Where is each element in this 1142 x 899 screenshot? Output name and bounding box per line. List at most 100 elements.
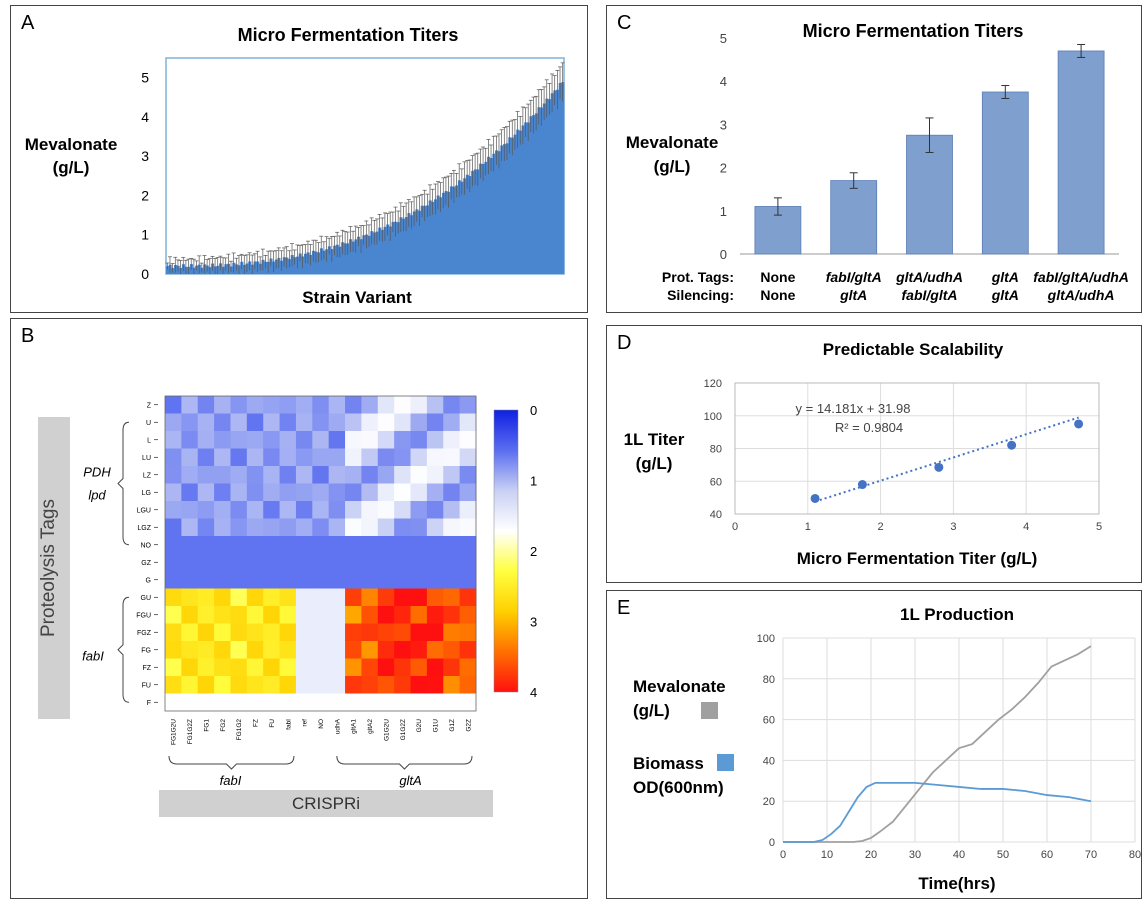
heatmap-cell bbox=[165, 396, 182, 414]
heatmap-cell bbox=[263, 466, 281, 484]
heatmap-cell bbox=[312, 396, 330, 414]
bar bbox=[540, 107, 544, 274]
bar bbox=[412, 211, 416, 274]
chart-title: Micro Fermentation Titers bbox=[238, 25, 459, 45]
heatmap-cell bbox=[295, 396, 313, 414]
bar bbox=[402, 218, 406, 274]
series-line bbox=[783, 645, 1092, 843]
bar bbox=[319, 248, 323, 274]
legend-swatch bbox=[701, 702, 718, 719]
heatmap-cell bbox=[214, 536, 231, 554]
panel-letter: B bbox=[21, 325, 35, 347]
data-point bbox=[810, 493, 820, 503]
heatmap-cell bbox=[377, 623, 395, 642]
y-tick-label: 5 bbox=[141, 70, 149, 86]
heatmap-cell bbox=[459, 676, 477, 694]
heatmap-cell bbox=[426, 501, 444, 519]
bar bbox=[561, 82, 565, 274]
bar bbox=[386, 224, 390, 274]
heatmap-cell bbox=[214, 623, 231, 642]
heatmap-cell bbox=[459, 571, 477, 589]
heatmap-cell bbox=[459, 483, 477, 502]
heatmap-cell bbox=[410, 466, 428, 484]
prot-tag-label: None bbox=[760, 269, 795, 285]
bar bbox=[508, 137, 512, 274]
row-label: L bbox=[147, 437, 151, 444]
chart-title: Micro Fermentation Titers bbox=[803, 21, 1024, 41]
heatmap-cell bbox=[394, 658, 412, 677]
heatmap-cell bbox=[312, 571, 330, 589]
heatmap-cell bbox=[410, 676, 428, 694]
heatmap-cell bbox=[230, 588, 248, 607]
heatmap-cell bbox=[279, 518, 297, 537]
y-tick-label: 60 bbox=[710, 476, 722, 488]
heatmap-cell bbox=[263, 431, 281, 449]
heatmap-cell bbox=[443, 518, 461, 537]
heatmap-cell bbox=[345, 658, 362, 677]
heatmap-cell bbox=[361, 448, 379, 467]
heatmap-cell bbox=[181, 553, 199, 572]
heatmap-cell bbox=[279, 396, 297, 414]
heatmap-cell bbox=[377, 413, 395, 432]
heatmap-cell bbox=[197, 448, 215, 467]
prot-tag-label: fabI/gltA bbox=[826, 269, 882, 285]
heatmap-cell bbox=[394, 483, 412, 502]
heatmap-cell bbox=[230, 483, 248, 502]
heatmap-cell bbox=[279, 571, 297, 589]
row-label: U bbox=[146, 420, 151, 427]
heatmap-cell bbox=[246, 396, 264, 414]
heatmap-cell bbox=[394, 588, 412, 607]
y-axis-label: Mevalonate bbox=[25, 135, 118, 154]
heatmap-cell bbox=[295, 606, 313, 624]
heatmap-cell bbox=[295, 536, 313, 554]
y-tick-label: 0 bbox=[141, 266, 149, 282]
heatmap-cell bbox=[295, 676, 313, 694]
heatmap-cell bbox=[426, 676, 444, 694]
col-label: G1U bbox=[433, 719, 440, 733]
bar bbox=[407, 213, 411, 274]
heatmap-cell bbox=[361, 693, 379, 712]
bar bbox=[489, 158, 493, 274]
heatmap-cell bbox=[181, 448, 199, 467]
colorbar-tick-label: 0 bbox=[530, 403, 537, 418]
y-axis-label: (g/L) bbox=[53, 158, 90, 177]
bar bbox=[354, 239, 358, 274]
heatmap-cell bbox=[295, 466, 313, 484]
heatmap-cell bbox=[361, 466, 379, 484]
heatmap-cell bbox=[295, 431, 313, 449]
bar bbox=[317, 252, 321, 274]
heatmap-cell bbox=[459, 448, 477, 467]
heatmap-cell bbox=[230, 536, 248, 554]
heatmap-cell bbox=[181, 396, 199, 414]
heatmap-cell bbox=[426, 483, 444, 502]
heatmap-cell bbox=[214, 431, 231, 449]
heatmap-cell bbox=[345, 606, 362, 624]
heatmap-cell bbox=[197, 606, 215, 624]
heatmap-cell bbox=[377, 571, 395, 589]
heatmap-cell bbox=[410, 623, 428, 642]
x-tick-label: 4 bbox=[1023, 521, 1029, 533]
heatmap-cell bbox=[312, 588, 330, 607]
x-tick-label: 30 bbox=[909, 849, 921, 861]
heatmap-cell bbox=[197, 396, 215, 414]
heatmap-cell bbox=[345, 413, 362, 432]
heatmap-cell bbox=[410, 641, 428, 659]
panel-e: E 1L Production Time(hrs) 0 20 40 60 80 100 0 10 2… bbox=[606, 590, 1142, 899]
heatmap-cell bbox=[279, 623, 297, 642]
heatmap-cell bbox=[263, 606, 281, 624]
heatmap-cell bbox=[377, 658, 395, 677]
heatmap-cell bbox=[263, 658, 281, 677]
heatmap-cell bbox=[181, 483, 199, 502]
bar bbox=[534, 113, 538, 274]
heatmap-cell bbox=[312, 466, 330, 484]
heatmap-cell bbox=[246, 588, 264, 607]
x-tick-label: 50 bbox=[997, 849, 1009, 861]
x-tick-label: 5 bbox=[1096, 521, 1102, 533]
heatmap-cell bbox=[410, 413, 428, 432]
heatmap-cell bbox=[361, 396, 379, 414]
heatmap-cell bbox=[181, 658, 199, 677]
row-label: LG bbox=[142, 490, 151, 497]
heatmap-cell bbox=[181, 641, 199, 659]
heatmap-cell bbox=[394, 623, 412, 642]
heatmap-cell bbox=[394, 413, 412, 432]
